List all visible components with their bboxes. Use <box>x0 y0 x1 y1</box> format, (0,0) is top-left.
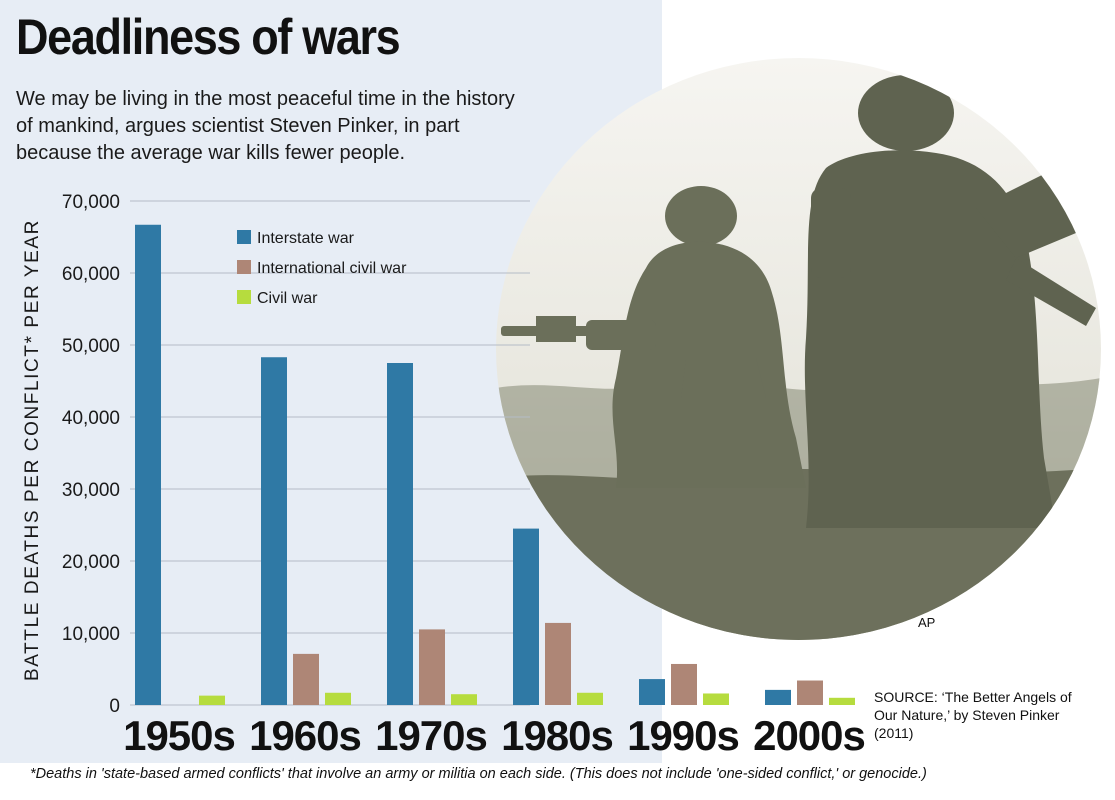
bar-1990s-international-civil-war <box>671 663 697 705</box>
source-note: SOURCE: ‘The Better Angels of Our Nature… <box>874 689 1072 741</box>
y-tick-labels: 0 10,000 20,000 30,000 40,000 50,000 60,000 70,… <box>62 192 120 717</box>
y-tick-label: 0 <box>109 696 120 717</box>
bar-2000s-civil-war <box>829 697 855 705</box>
legend-swatch <box>237 260 251 274</box>
x-category-label: 2000s <box>753 712 865 759</box>
footnote: *Deaths in 'state-based armed conflicts'… <box>30 766 927 782</box>
x-category-label: 1960s <box>249 712 361 759</box>
bar-1960s-international-civil-war <box>293 653 319 705</box>
bar-2000s-international-civil-war <box>797 680 823 705</box>
legend-label: International civil war <box>257 260 407 277</box>
bar-1950s-civil-war <box>199 695 225 705</box>
photo-credit: AP <box>918 615 936 630</box>
bar-1970s-interstate-war <box>387 363 413 705</box>
legend-label: Interstate war <box>257 230 355 247</box>
bar-1950s-interstate-war <box>135 224 161 705</box>
legend-label: Civil war <box>257 290 318 307</box>
y-tick-label: 10,000 <box>62 624 120 645</box>
bar-1980s-interstate-war <box>513 528 539 705</box>
soldiers-photo <box>496 58 1101 640</box>
bar-1970s-international-civil-war <box>419 629 445 705</box>
x-category-label: 1990s <box>627 712 739 759</box>
y-tick-label: 50,000 <box>62 336 120 357</box>
x-category-label: 1970s <box>375 712 487 759</box>
y-axis-label: BATTLE DEATHS PER CONFLICT* PER YEAR <box>22 219 43 681</box>
subtitle: We may be living in the most peaceful ti… <box>16 88 515 164</box>
y-tick-label: 30,000 <box>62 480 120 501</box>
bar-1970s-civil-war <box>451 694 477 705</box>
y-tick-label: 60,000 <box>62 264 120 285</box>
bar-1990s-interstate-war <box>639 679 665 705</box>
x-category-label: 1950s <box>123 712 235 759</box>
bar-1980s-international-civil-war <box>545 622 571 705</box>
y-tick-label: 40,000 <box>62 408 120 429</box>
bar-1960s-interstate-war <box>261 357 287 705</box>
gridlines <box>130 200 530 706</box>
x-category-labels: 1950s 1960s 1970s 1980s 1990s 2000s <box>123 712 866 759</box>
legend-swatch <box>237 230 251 244</box>
bar-1990s-civil-war <box>703 693 729 705</box>
bar-1980s-civil-war <box>577 692 603 705</box>
y-tick-label: 70,000 <box>62 192 120 213</box>
bar-1960s-civil-war <box>325 692 351 705</box>
page-title: Deadliness of wars <box>16 9 401 65</box>
legend: Interstate war International civil war Civ… <box>237 230 407 307</box>
y-tick-label: 20,000 <box>62 552 120 573</box>
legend-swatch <box>237 290 251 304</box>
bar-2000s-interstate-war <box>765 689 791 705</box>
bars <box>135 224 855 705</box>
x-category-label: 1980s <box>501 712 613 759</box>
soldiers-silhouette-image <box>496 58 1101 640</box>
